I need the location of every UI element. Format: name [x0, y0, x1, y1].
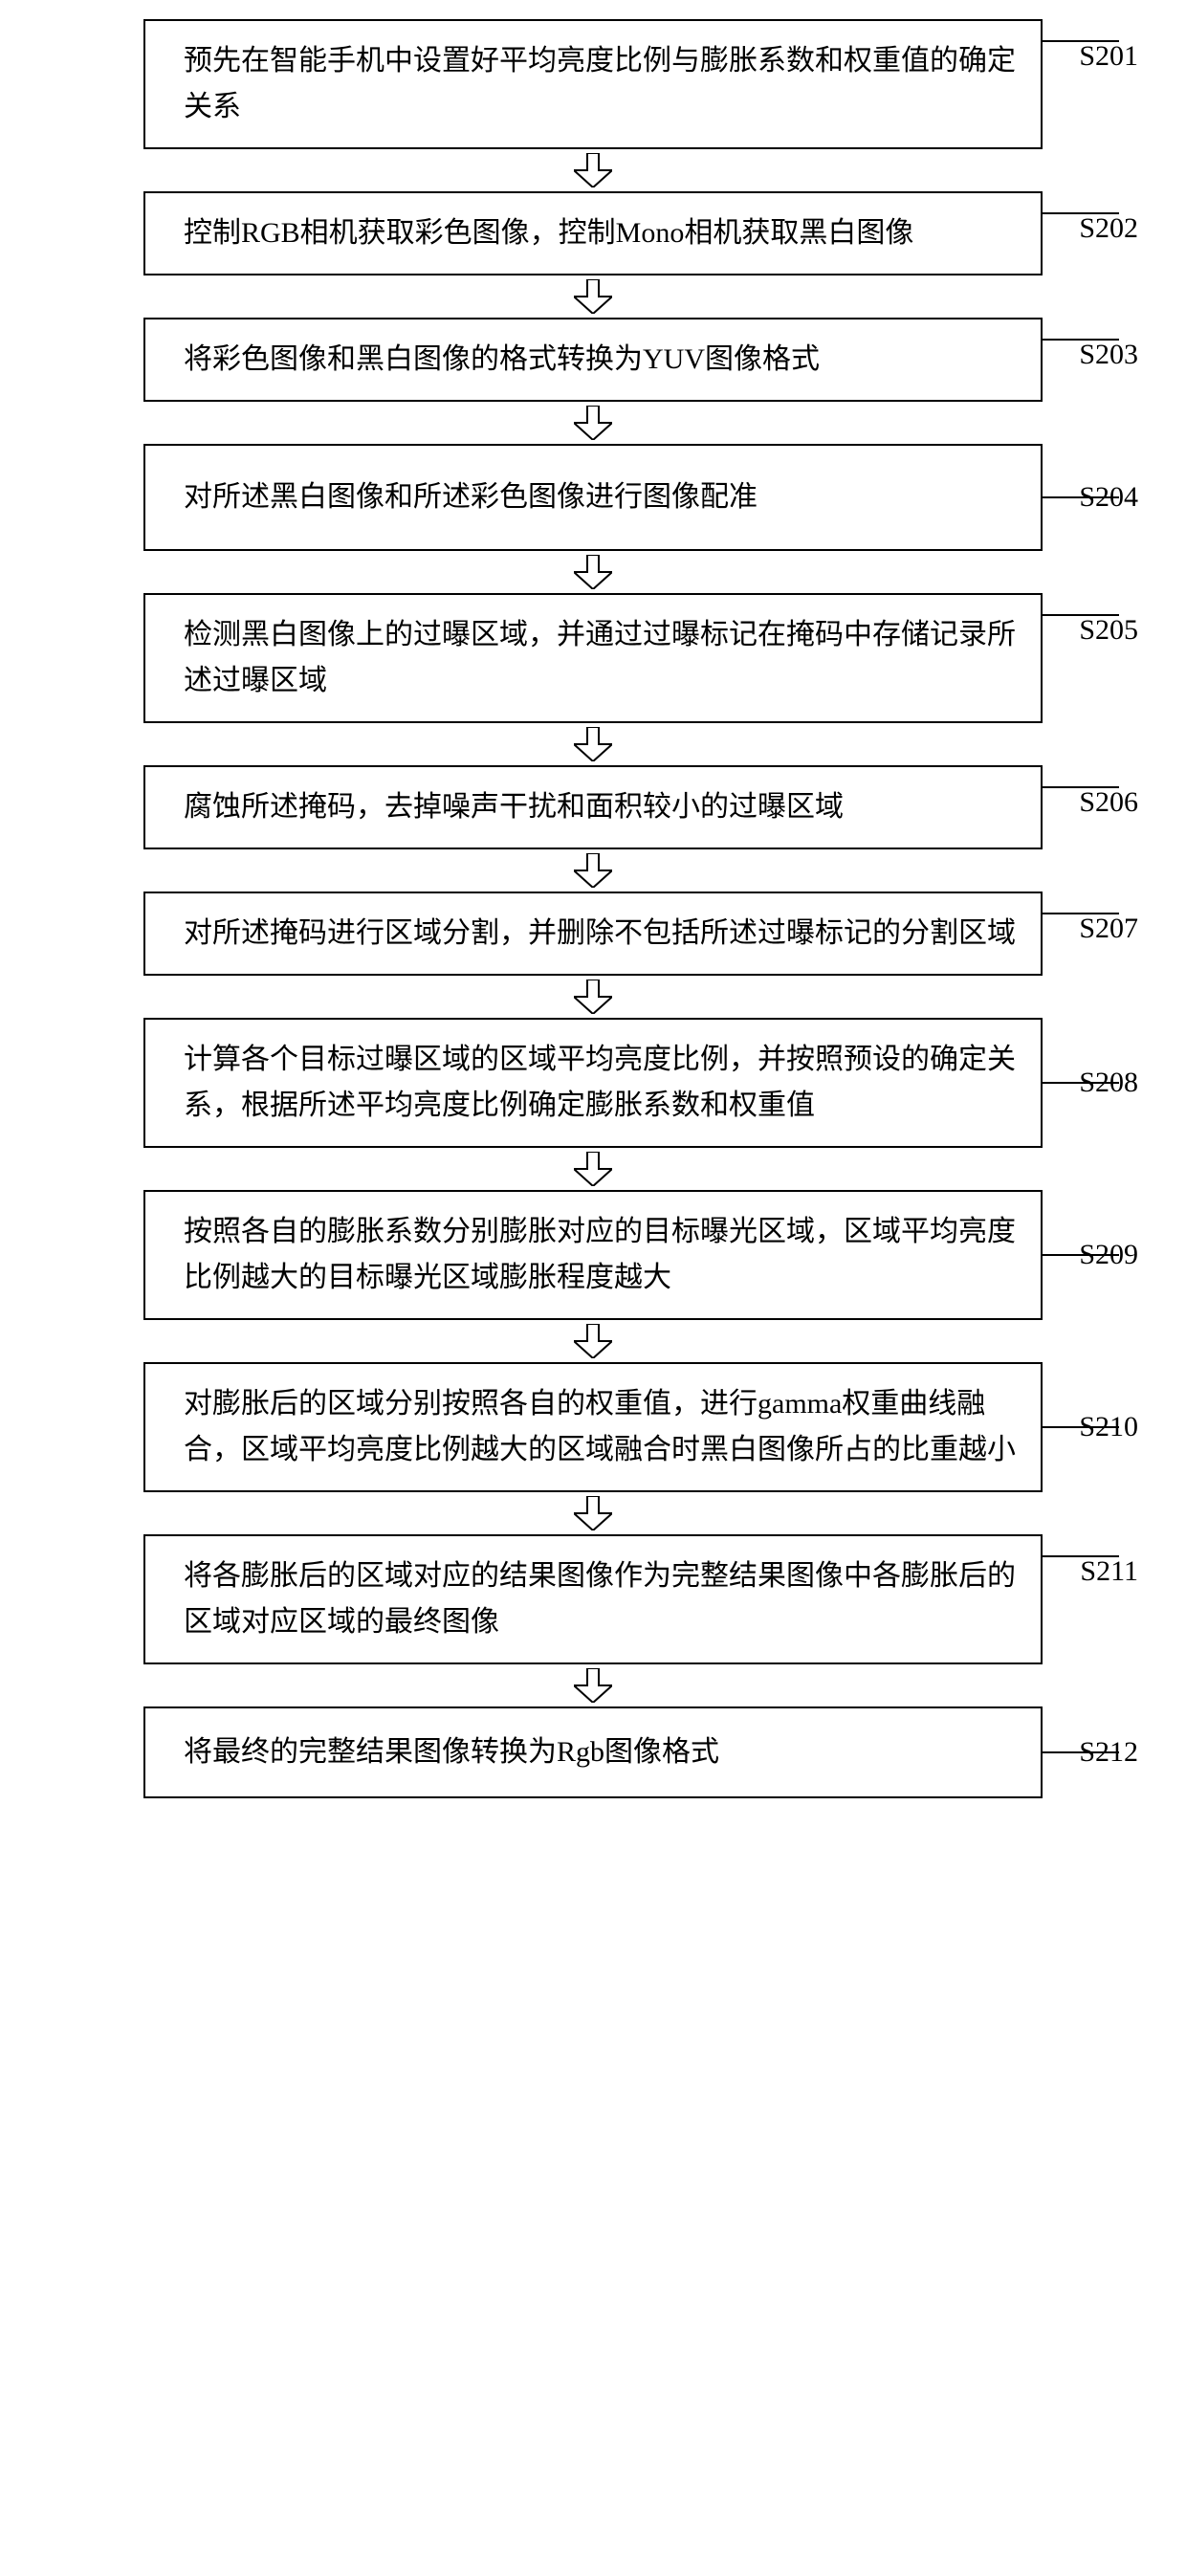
flow-step: 将彩色图像和黑白图像的格式转换为YUV图像格式 S203: [19, 318, 1167, 402]
flow-step: 控制RGB相机获取彩色图像，控制Mono相机获取黑白图像 S202: [19, 191, 1167, 275]
flow-arrow: [19, 853, 1167, 888]
arrow-down-icon: [574, 406, 612, 440]
flow-arrow: [19, 279, 1167, 314]
arrow-down-icon: [574, 1324, 612, 1358]
step-label: S207: [1079, 913, 1138, 945]
flow-arrow: [19, 1668, 1167, 1703]
step-label: S210: [1079, 1411, 1138, 1443]
flow-step: 对所述黑白图像和所述彩色图像进行图像配准 S204: [19, 444, 1167, 551]
step-box: 预先在智能手机中设置好平均亮度比例与膨胀系数和权重值的确定关系: [143, 19, 1043, 149]
step-box: 将各膨胀后的区域对应的结果图像作为完整结果图像中各膨胀后的区域对应区域的最终图像: [143, 1534, 1043, 1664]
flow-step: 将各膨胀后的区域对应的结果图像作为完整结果图像中各膨胀后的区域对应区域的最终图像…: [19, 1534, 1167, 1664]
flow-step: 预先在智能手机中设置好平均亮度比例与膨胀系数和权重值的确定关系 S201: [19, 19, 1167, 149]
step-label: S203: [1079, 339, 1138, 371]
arrow-down-icon: [574, 279, 612, 314]
arrow-down-icon: [574, 1152, 612, 1186]
flow-step: 计算各个目标过曝区域的区域平均亮度比例，并按照预设的确定关系，根据所述平均亮度比…: [19, 1018, 1167, 1148]
step-box: 计算各个目标过曝区域的区域平均亮度比例，并按照预设的确定关系，根据所述平均亮度比…: [143, 1018, 1043, 1148]
arrow-down-icon: [574, 853, 612, 888]
step-box: 按照各自的膨胀系数分别膨胀对应的目标曝光区域，区域平均亮度比例越大的目标曝光区域…: [143, 1190, 1043, 1320]
step-label: S202: [1079, 212, 1138, 245]
arrow-down-icon: [574, 555, 612, 589]
flow-arrow: [19, 1496, 1167, 1530]
step-label: S205: [1079, 614, 1138, 647]
step-box: 将最终的完整结果图像转换为Rgb图像格式: [143, 1706, 1043, 1798]
step-box: 对所述掩码进行区域分割，并删除不包括所述过曝标记的分割区域: [143, 892, 1043, 976]
step-label: S209: [1079, 1239, 1138, 1271]
flow-arrow: [19, 406, 1167, 440]
arrow-down-icon: [574, 153, 612, 187]
flow-step: 按照各自的膨胀系数分别膨胀对应的目标曝光区域，区域平均亮度比例越大的目标曝光区域…: [19, 1190, 1167, 1320]
step-label: S201: [1079, 40, 1138, 73]
step-label: S211: [1080, 1555, 1138, 1588]
flow-arrow: [19, 727, 1167, 761]
step-label: S212: [1079, 1736, 1138, 1769]
step-box: 检测黑白图像上的过曝区域，并通过过曝标记在掩码中存储记录所述过曝区域: [143, 593, 1043, 723]
flow-step: 腐蚀所述掩码，去掉噪声干扰和面积较小的过曝区域 S206: [19, 765, 1167, 849]
step-box: 对膨胀后的区域分别按照各自的权重值，进行gamma权重曲线融合，区域平均亮度比例…: [143, 1362, 1043, 1492]
flow-arrow: [19, 980, 1167, 1014]
flow-arrow: [19, 555, 1167, 589]
step-label: S204: [1079, 481, 1138, 514]
flow-step: 检测黑白图像上的过曝区域，并通过过曝标记在掩码中存储记录所述过曝区域 S205: [19, 593, 1167, 723]
arrow-down-icon: [574, 1496, 612, 1530]
flowchart-container: 预先在智能手机中设置好平均亮度比例与膨胀系数和权重值的确定关系 S201 控制R…: [19, 19, 1167, 1798]
arrow-down-icon: [574, 980, 612, 1014]
step-box: 对所述黑白图像和所述彩色图像进行图像配准: [143, 444, 1043, 551]
flow-arrow: [19, 1324, 1167, 1358]
step-box: 将彩色图像和黑白图像的格式转换为YUV图像格式: [143, 318, 1043, 402]
step-label: S208: [1079, 1067, 1138, 1099]
arrow-down-icon: [574, 727, 612, 761]
flow-step: 对所述掩码进行区域分割，并删除不包括所述过曝标记的分割区域 S207: [19, 892, 1167, 976]
step-label: S206: [1079, 786, 1138, 819]
flow-step: 将最终的完整结果图像转换为Rgb图像格式 S212: [19, 1706, 1167, 1798]
step-box: 控制RGB相机获取彩色图像，控制Mono相机获取黑白图像: [143, 191, 1043, 275]
flow-arrow: [19, 153, 1167, 187]
flow-step: 对膨胀后的区域分别按照各自的权重值，进行gamma权重曲线融合，区域平均亮度比例…: [19, 1362, 1167, 1492]
step-box: 腐蚀所述掩码，去掉噪声干扰和面积较小的过曝区域: [143, 765, 1043, 849]
arrow-down-icon: [574, 1668, 612, 1703]
flow-arrow: [19, 1152, 1167, 1186]
